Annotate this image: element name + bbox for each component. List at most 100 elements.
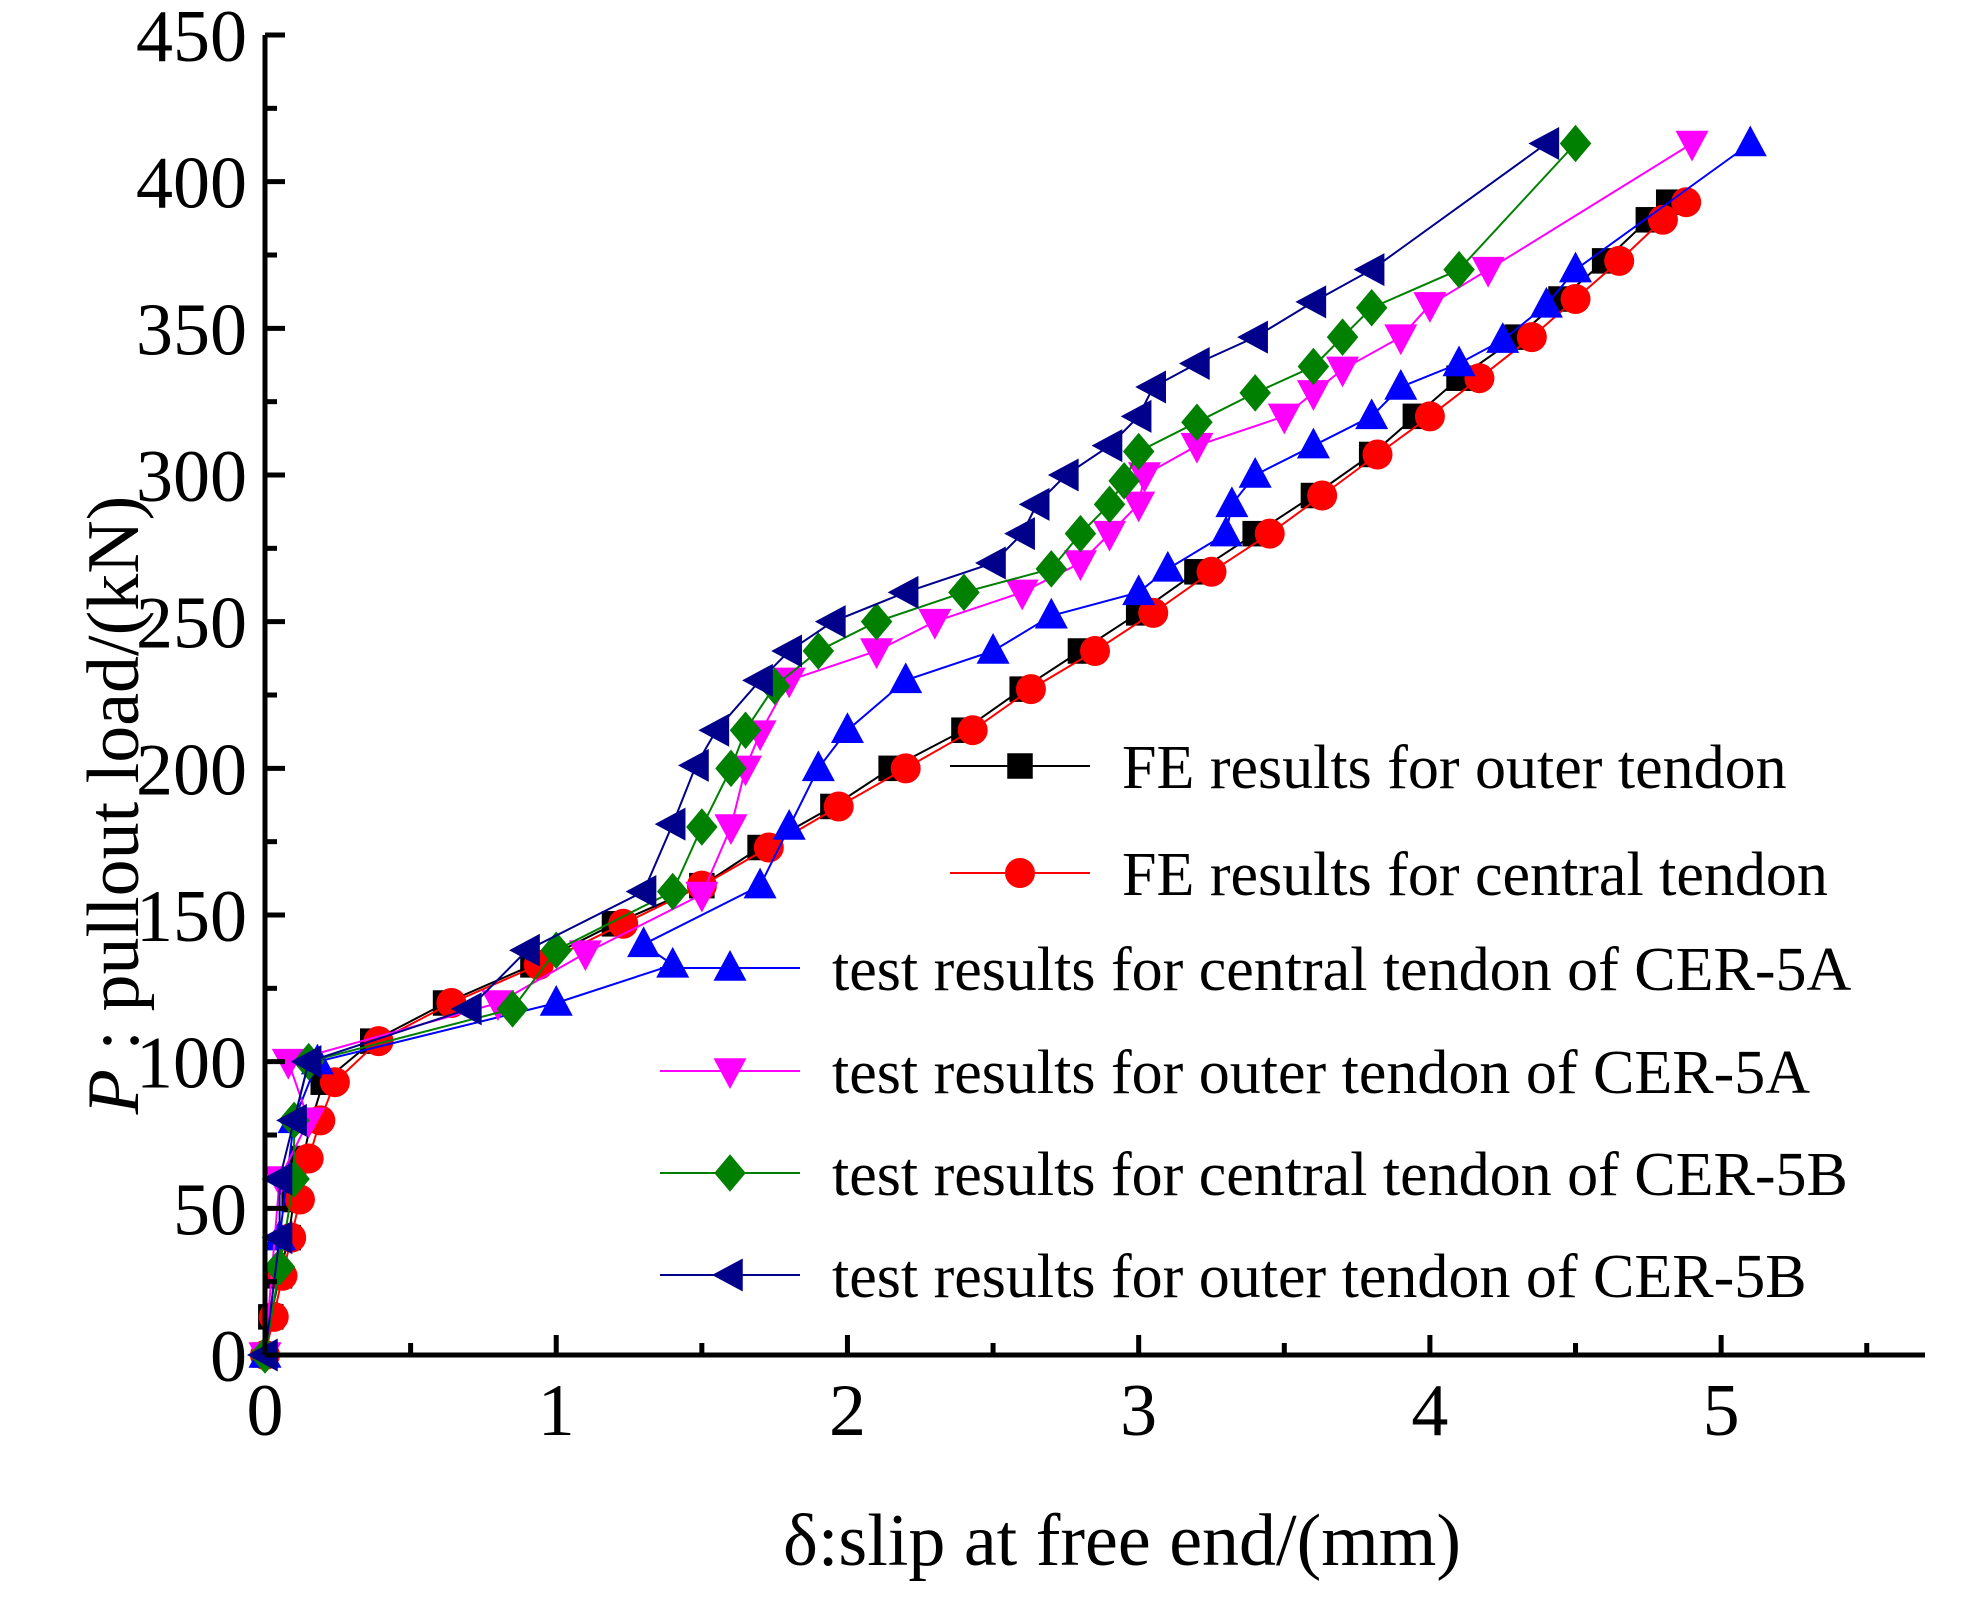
- data-point: [685, 881, 719, 913]
- legend-label: test results for outer tendon of CER-5B: [832, 1243, 1807, 1311]
- data-point: [1181, 403, 1213, 441]
- data-point: [656, 946, 690, 978]
- data-point: [1384, 324, 1418, 356]
- data-point: [1471, 256, 1505, 288]
- data-point: [627, 926, 661, 958]
- y-axis-title-rest: : pullout load/(kN): [73, 496, 155, 1069]
- data-point: [729, 711, 762, 749]
- y-tick-label: 0: [210, 1316, 247, 1398]
- data-point: [1034, 597, 1068, 629]
- data-point: [1355, 398, 1389, 430]
- legend-marker: [712, 1258, 743, 1292]
- data-point: [814, 605, 846, 639]
- data-point: [1486, 322, 1520, 353]
- data-point: [743, 867, 777, 899]
- data-point: [1151, 550, 1185, 582]
- data-point: [1064, 514, 1097, 553]
- legend: FE results for outer tendon FE results fo…: [660, 734, 1852, 1311]
- data-point: [1326, 318, 1359, 356]
- y-tick-label: 300: [136, 436, 247, 518]
- y-axis-title: P : pullout load/(kN): [73, 496, 155, 1116]
- x-tick-label: 5: [1703, 1370, 1740, 1452]
- legend-label: test results for central tendon of CER-5…: [832, 936, 1852, 1004]
- data-point: [1413, 292, 1447, 323]
- data-point: [276, 1103, 307, 1137]
- data-point: [890, 753, 921, 784]
- legend-marker: [1007, 753, 1033, 779]
- y-tick-label: 100: [136, 1023, 247, 1105]
- data-point: [823, 791, 854, 822]
- data-point: [568, 940, 602, 972]
- data-point: [1178, 347, 1210, 381]
- data-point: [290, 1045, 322, 1079]
- data-point: [1091, 429, 1123, 463]
- data-point: [1516, 322, 1547, 353]
- legend-item: test results for outer tendon of CER-5A: [660, 1039, 1810, 1107]
- series-6: [247, 127, 1560, 1372]
- data-point: [887, 575, 919, 609]
- y-tick-label: 450: [136, 0, 247, 78]
- y-tick-label: 150: [136, 876, 247, 958]
- legend-label: test results for central tendon of CER-5…: [832, 1141, 1848, 1209]
- data-point: [686, 808, 718, 846]
- data-point: [1559, 251, 1593, 283]
- legend-marker: [713, 950, 747, 981]
- data-point: [1326, 356, 1360, 388]
- data-point: [1128, 462, 1162, 493]
- data-point: [1196, 556, 1227, 587]
- data-point: [715, 749, 747, 788]
- data-point: [1093, 485, 1126, 524]
- data-point: [1296, 380, 1330, 411]
- data-point: [976, 633, 1010, 664]
- data-point: [1135, 370, 1166, 404]
- y-tick-label: 50: [173, 1169, 247, 1251]
- x-tick-label: 3: [1120, 1370, 1157, 1452]
- data-point: [263, 1248, 296, 1286]
- x-tick-label: 4: [1411, 1370, 1448, 1452]
- data-point: [293, 1143, 324, 1174]
- data-point: [1047, 458, 1079, 492]
- data-point: [1604, 245, 1635, 276]
- data-point: [1005, 579, 1039, 611]
- data-point: [1297, 347, 1330, 386]
- x-tick-label: 0: [247, 1370, 284, 1452]
- data-point: [860, 638, 894, 669]
- data-point: [1215, 486, 1249, 518]
- legend-item: FE results for central tendon: [950, 841, 1828, 909]
- data-point: [1209, 515, 1243, 547]
- data-point: [1296, 427, 1330, 459]
- data-point: [1355, 289, 1388, 327]
- data-point: [261, 1221, 293, 1255]
- legend-label: FE results for outer tendon: [1122, 734, 1787, 802]
- data-point: [1093, 520, 1127, 552]
- data-point: [1362, 439, 1393, 470]
- data-point: [714, 814, 748, 845]
- x-tick-label: 1: [538, 1370, 575, 1452]
- data-point: [889, 662, 923, 694]
- data-point: [261, 1162, 293, 1196]
- x-tick-label: 2: [829, 1370, 866, 1452]
- data-point: [802, 632, 835, 670]
- data-point: [1733, 125, 1767, 157]
- legend-marker: [713, 1058, 747, 1089]
- data-point: [1035, 550, 1068, 588]
- data-point: [1528, 127, 1560, 161]
- data-point: [271, 1048, 305, 1080]
- data-point: [509, 933, 540, 967]
- data-point: [678, 748, 709, 782]
- data-point: [1015, 674, 1046, 705]
- data-point: [1138, 597, 1169, 628]
- data-point: [1267, 403, 1301, 435]
- data-point: [918, 608, 952, 640]
- data-point: [1254, 518, 1285, 549]
- legend-item: test results for central tendon of CER-5…: [660, 936, 1852, 1004]
- data-point: [772, 809, 806, 840]
- legend-label: FE results for central tendon: [1122, 841, 1828, 909]
- data-point: [1018, 487, 1050, 521]
- data-point: [948, 573, 980, 612]
- data-point: [742, 663, 773, 697]
- data-point: [1180, 432, 1214, 464]
- data-point: [450, 992, 482, 1026]
- data-point: [1560, 284, 1591, 314]
- data-point: [1122, 432, 1155, 471]
